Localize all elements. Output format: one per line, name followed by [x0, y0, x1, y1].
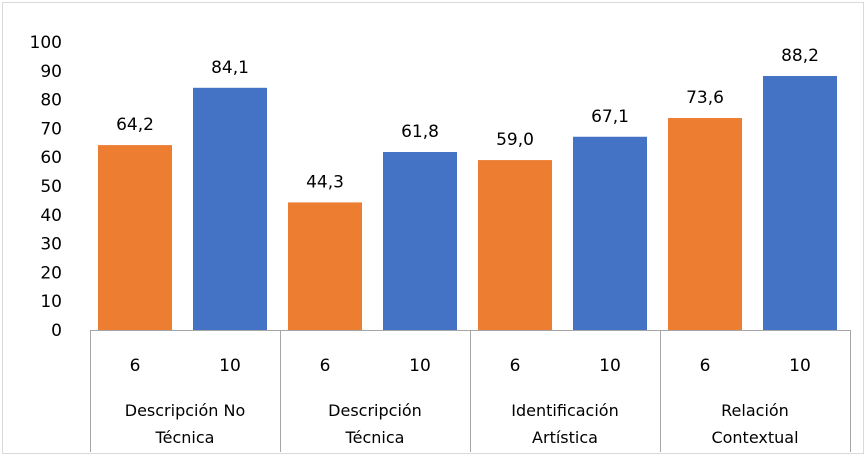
- y-tick-label: 80: [40, 91, 62, 111]
- y-tick-label: 30: [40, 235, 62, 255]
- x-sublabel: 6: [510, 356, 521, 376]
- data-label: 88,2: [781, 46, 819, 66]
- y-tick-label: 90: [40, 62, 62, 82]
- data-label: 59,0: [496, 130, 534, 150]
- y-tick-label: 0: [51, 321, 62, 341]
- y-tick-label: 10: [40, 292, 62, 312]
- data-label: 84,1: [211, 58, 249, 78]
- category-label: Contextual: [711, 428, 798, 447]
- category-label: Artística: [532, 428, 598, 447]
- category-label: Técnica: [345, 428, 405, 447]
- x-sublabel: 6: [700, 356, 711, 376]
- category-label: Relación: [721, 401, 789, 420]
- bars: 64,2 84,1 44,3 61,8 59,0 67,1 73,6 88,2: [98, 46, 837, 331]
- data-label: 64,2: [116, 115, 154, 135]
- x-sublabel: 10: [599, 356, 621, 376]
- category-label: Técnica: [155, 428, 215, 447]
- y-tick-label: 40: [40, 206, 62, 226]
- bar-3-0: [668, 118, 742, 330]
- bar-0-0: [98, 145, 172, 330]
- x-sublabel: 10: [789, 356, 811, 376]
- category-label: Identificación: [511, 401, 618, 420]
- bar-1-1: [383, 152, 457, 330]
- x-sublabel: 10: [219, 356, 241, 376]
- y-tick-label: 60: [40, 148, 62, 168]
- data-label: 73,6: [686, 88, 724, 108]
- y-tick-label: 50: [40, 177, 62, 197]
- x-sublabel: 6: [130, 356, 141, 376]
- x-sublabel: 10: [409, 356, 431, 376]
- data-label: 61,8: [401, 122, 439, 142]
- y-tick-label: 70: [40, 119, 62, 139]
- data-label: 67,1: [591, 107, 629, 127]
- bar-3-1: [763, 75, 837, 330]
- y-tick-label: 20: [40, 263, 62, 283]
- bar-2-0: [478, 160, 552, 330]
- x-sublabel: 6: [320, 356, 331, 376]
- category-label: Descripción: [328, 401, 422, 420]
- bar-1-0: [288, 202, 362, 330]
- category-label: Descripción No: [125, 401, 246, 420]
- bar-2-1: [573, 136, 647, 330]
- y-tick-label: 100: [30, 33, 62, 53]
- data-label: 44,3: [306, 172, 344, 192]
- x-axis: 6 10 Descripción No Técnica 6 10 Descripción Té…: [90, 330, 851, 452]
- y-axis: 0 10 20 30 40 50 60 70 80 90 100: [30, 33, 62, 341]
- bar-0-1: [193, 87, 267, 331]
